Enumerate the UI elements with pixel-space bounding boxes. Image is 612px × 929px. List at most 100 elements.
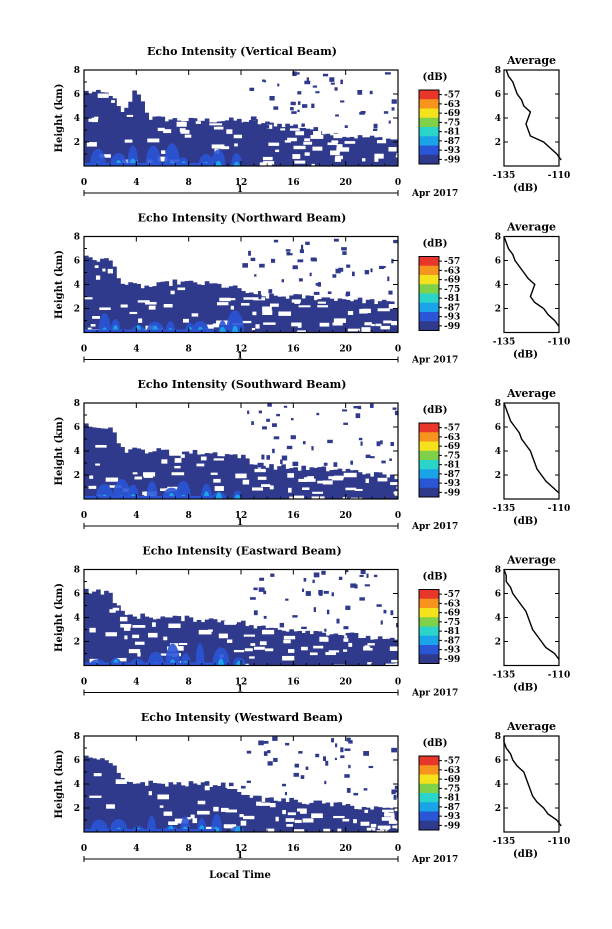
echo-column [200,454,206,499]
echo-gap [99,307,111,310]
echo-column [249,464,254,499]
echo-plume-core [219,326,226,333]
colorbar-segment [419,256,439,267]
colorbar-tick-label: -93 [444,646,460,656]
echo-speck [396,622,398,628]
average-x-label: (dB) [513,350,538,361]
echo-speck [344,748,351,751]
echo-speck [311,446,314,451]
echo-plume [164,143,180,166]
echo-speck [272,736,278,741]
colorbar-segment [419,432,439,442]
echo-column [261,465,266,499]
echo-gap [168,623,181,628]
echo-column [100,258,105,333]
echo-speck [297,109,300,113]
echo-gap [171,646,184,651]
colorbar-segment [419,756,439,766]
colorbar-tick-label: -81 [444,461,460,471]
average-x-tick-label: -110 [548,837,571,847]
echo-gap [204,785,210,791]
echo-column [156,282,162,333]
echo-gap [227,786,239,790]
y-axis-label: Height (km) [54,417,65,486]
echo-gap [317,301,326,304]
echo-speck [323,590,329,594]
echo-gap [251,327,256,331]
echo-speck [355,413,361,419]
echo-gap [319,322,330,327]
x-tick-label: 12 [235,511,248,521]
echo-gap [322,480,333,485]
echo-gap [317,305,329,308]
echo-column [84,423,89,499]
echo-gap [250,643,256,646]
echo-column [144,285,150,333]
echo-gap [97,93,109,98]
echo-gap [210,472,218,475]
echo-gap [120,623,132,628]
echo-gap [106,804,115,809]
echo-column [204,453,210,499]
echo-column [216,121,222,166]
colorbar-tick-label: -63 [444,599,460,609]
echo-column [120,777,125,832]
echo-speck [344,125,348,129]
echo-column [148,617,154,666]
echo-column [168,452,174,499]
echo-gap [388,819,396,824]
echo-gap [206,324,214,329]
echo-plume [211,149,226,166]
echo-column [377,807,383,832]
echo-speck [373,123,378,129]
echo-gap [303,141,313,145]
echo-column [128,449,133,499]
x-tick-label: 4 [133,844,139,854]
echo-gap [92,316,100,319]
average-x-tick-label: -110 [548,671,571,681]
echo-gap [216,302,229,306]
echo-speck [350,583,357,588]
echo-column [232,285,238,333]
echo-column [192,118,198,166]
average-profile-line [503,402,560,494]
echo-column [361,474,367,499]
echo-speck [305,241,310,245]
colorbar-segment [419,626,439,637]
echo-column [353,470,359,499]
echo-column [160,449,166,499]
echo-gap [109,609,116,613]
y-tick-label: 4 [74,447,80,457]
colorbar-segment [419,145,439,156]
echo-column [345,804,351,832]
echo-gap [323,828,331,832]
echo-column [108,260,113,333]
echo-speck [272,448,275,454]
echo-gap [360,821,370,826]
echo-gap [115,779,127,784]
echo-column [249,797,254,832]
echo-column [132,783,137,832]
echo-speck [306,77,309,82]
average-frame [503,69,560,167]
echo-column [136,783,141,832]
echo-speck [292,265,298,270]
echo-plume [231,153,242,166]
echo-column [140,782,145,832]
echo-speck [285,742,290,746]
echo-column [385,477,391,499]
echo-gap [182,318,189,323]
echo-gap [319,636,328,642]
echo-gap [245,663,249,666]
x-tick-label: 16 [287,178,300,188]
x-tick-label: 12 [235,844,248,854]
echo-speck [340,755,345,759]
echo-gap [294,495,305,499]
echo-speck [312,85,318,88]
echo-column [204,781,210,832]
echo-gap [287,812,296,816]
colorbar-segment [419,802,439,812]
echo-gap [293,829,305,832]
echo-plume [147,651,164,666]
average-frame [503,235,560,334]
